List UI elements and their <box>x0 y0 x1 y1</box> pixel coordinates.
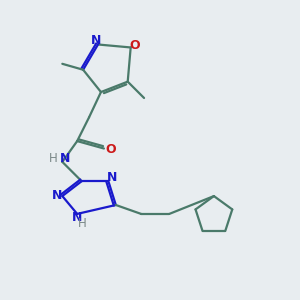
Text: H: H <box>48 152 57 165</box>
Text: N: N <box>107 171 117 184</box>
Text: N: N <box>52 189 62 202</box>
Text: N: N <box>71 211 82 224</box>
Text: O: O <box>129 39 140 52</box>
Text: N: N <box>91 34 102 47</box>
Text: H: H <box>78 217 87 230</box>
Text: N: N <box>59 152 70 165</box>
Text: O: O <box>105 142 116 156</box>
